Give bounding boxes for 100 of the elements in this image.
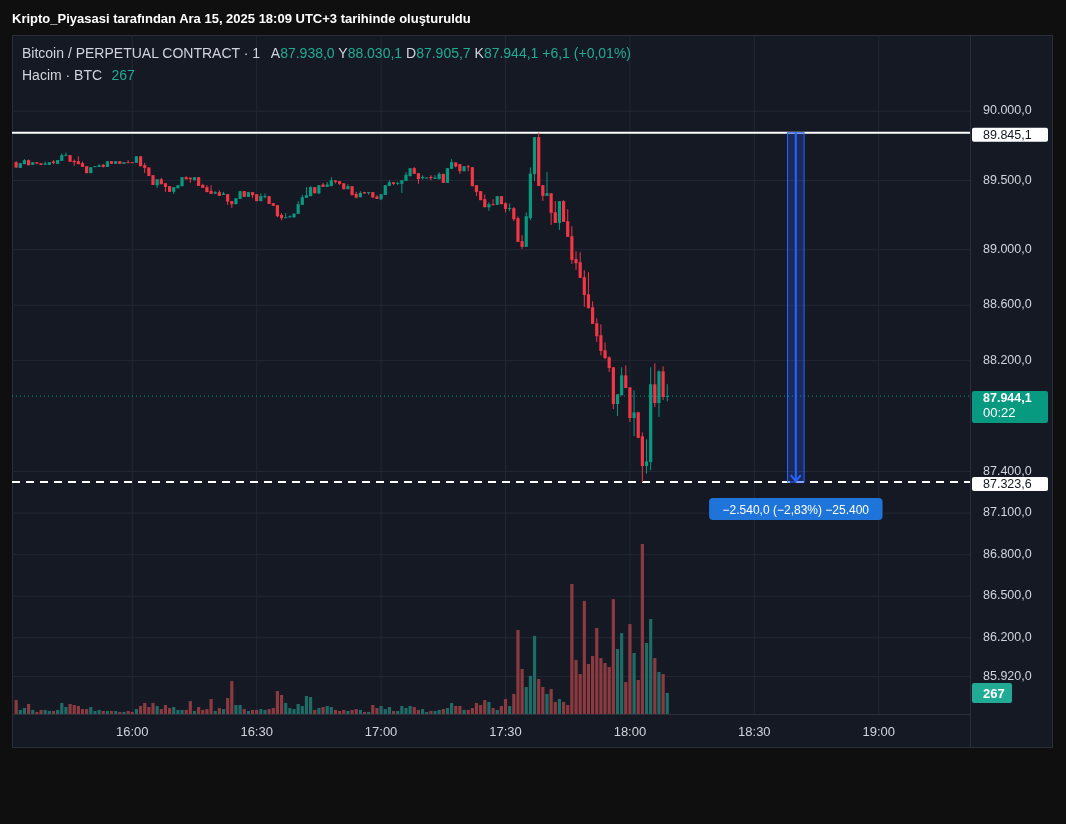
bar <box>234 704 238 714</box>
bar <box>51 710 56 714</box>
bar <box>172 707 176 714</box>
bar <box>101 710 105 714</box>
bar <box>296 703 300 714</box>
bar <box>163 704 168 714</box>
bar <box>483 700 487 714</box>
x-tick-label: 17:30 <box>489 724 522 739</box>
bar <box>255 709 259 714</box>
bar <box>661 674 665 714</box>
band-label: −2.540,0 (−2,83%) −25.400 <box>722 503 870 518</box>
bar <box>657 672 661 714</box>
bar <box>561 701 566 714</box>
y-tick-label: 87.400,0 <box>983 463 1032 478</box>
bar <box>155 706 159 714</box>
candlestick <box>599 323 603 356</box>
candlestick <box>570 225 574 265</box>
bar <box>60 702 64 714</box>
bar <box>72 704 76 714</box>
bar <box>333 709 338 714</box>
bar <box>479 704 483 714</box>
bar <box>325 706 329 714</box>
y-tick-label: 89.000,0 <box>983 241 1032 256</box>
y-tick-label: 86.200,0 <box>983 629 1032 644</box>
bar <box>454 706 458 714</box>
bar <box>466 709 470 714</box>
bar <box>134 709 139 714</box>
bar <box>450 702 454 714</box>
candlestick <box>375 194 379 200</box>
bar <box>437 709 441 714</box>
bar <box>68 703 72 714</box>
bar <box>346 710 350 714</box>
candlestick <box>64 152 68 157</box>
bar <box>487 701 491 714</box>
bar <box>230 681 234 714</box>
bar <box>64 707 68 714</box>
candlestick <box>433 174 437 180</box>
bar <box>371 704 375 714</box>
bar <box>180 709 184 714</box>
bar <box>213 710 217 714</box>
bar <box>76 706 80 714</box>
bar <box>495 709 499 714</box>
bar <box>329 707 333 714</box>
bar <box>242 709 246 714</box>
bar <box>383 709 387 714</box>
bar <box>474 702 479 714</box>
bar <box>93 710 97 714</box>
bar <box>429 710 433 714</box>
bar <box>545 693 549 714</box>
bar <box>400 706 404 714</box>
text: 267 <box>111 67 135 83</box>
bar <box>611 599 615 714</box>
bar <box>640 544 644 714</box>
bar <box>31 709 35 714</box>
bar <box>97 709 101 714</box>
candlestick <box>545 171 549 197</box>
bar <box>85 709 89 714</box>
bar <box>458 706 462 714</box>
bar <box>396 710 400 714</box>
bar <box>462 709 466 714</box>
bar <box>354 709 358 714</box>
bar <box>151 702 155 714</box>
y-tick-label: 90.000,0 <box>983 103 1032 118</box>
bar <box>516 630 520 714</box>
bar <box>549 689 553 714</box>
bar <box>147 707 151 714</box>
x-tick-label: 16:30 <box>240 724 273 739</box>
bar <box>14 700 18 714</box>
y-tick-label: 86.800,0 <box>983 546 1032 561</box>
bar <box>267 709 271 714</box>
x-tick-label: 18:00 <box>613 724 647 739</box>
bar <box>491 708 495 714</box>
bar <box>39 709 43 714</box>
bar <box>279 694 284 714</box>
bar <box>167 708 172 714</box>
bar <box>80 709 85 714</box>
bar <box>350 709 354 714</box>
bar <box>338 710 342 714</box>
bar <box>126 710 130 714</box>
bar <box>665 692 669 714</box>
bar <box>109 710 114 714</box>
candlestick <box>209 184 213 195</box>
bar <box>313 709 317 714</box>
bar <box>342 709 346 714</box>
text: 267 <box>983 685 1005 701</box>
bar <box>89 707 93 714</box>
bar <box>628 624 632 714</box>
bar <box>246 710 250 714</box>
bar <box>284 702 288 714</box>
text: Bitcoin / PERPETUAL CONTRACT · 1 <box>22 45 261 61</box>
bar <box>508 706 512 714</box>
x-tick-label: 18:30 <box>738 724 771 739</box>
bar <box>620 633 624 714</box>
bar <box>416 709 421 714</box>
bar <box>375 708 379 714</box>
ref-line-label: 87.944,1 <box>983 391 1032 406</box>
text: 00:22 <box>983 405 1016 421</box>
bar <box>47 710 51 714</box>
bar <box>192 710 197 714</box>
ref-line-label: 89.845,1 <box>983 127 1032 142</box>
